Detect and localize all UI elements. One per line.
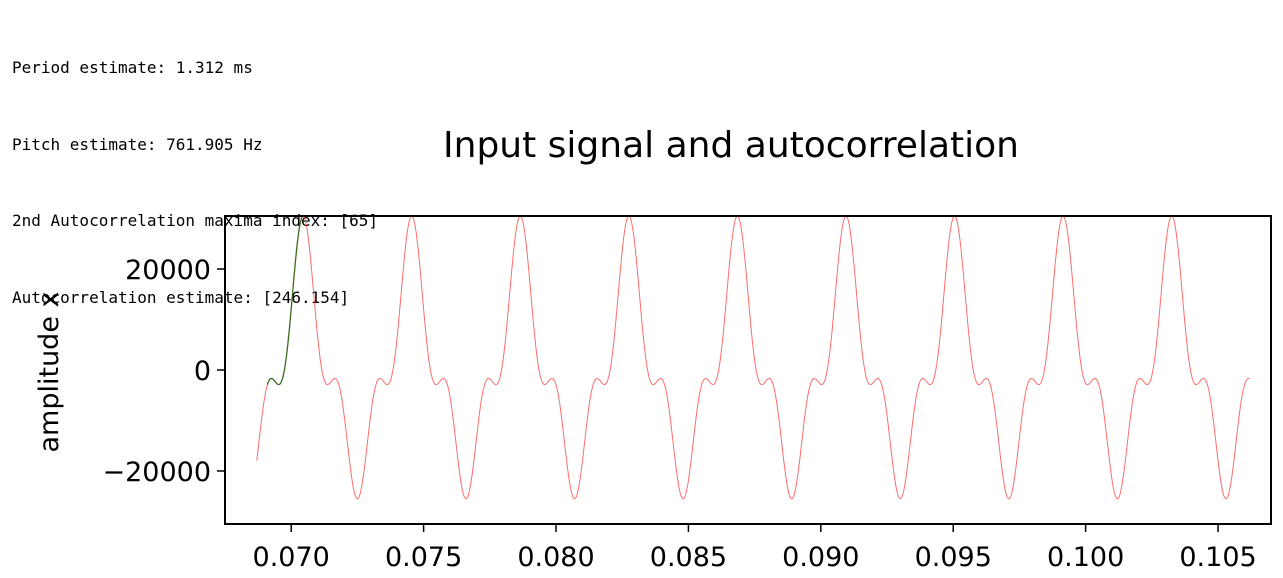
- series-line-autocorrelation-segment: [266, 215, 304, 386]
- pitch-estimate-line: Pitch estimate: 761.905 Hz: [12, 134, 263, 154]
- y-tick-label: −20000: [102, 457, 211, 488]
- x-tick-label: 0.100: [1047, 542, 1124, 573]
- series-line-input-signal: [256, 215, 1251, 500]
- plot-lines: [256, 215, 1251, 500]
- x-tick-label: 0.090: [782, 542, 859, 573]
- autocorrelation-estimate-line: Autocorrelation estimate: [246.154]: [12, 287, 350, 307]
- chart-title: Input signal and autocorrelation: [443, 125, 1019, 166]
- x-tick-label: 0.105: [1179, 542, 1256, 573]
- period-estimate-line: Period estimate: 1.312 ms: [12, 58, 253, 77]
- y-tick-label: 20000: [125, 255, 211, 286]
- x-tick-label: 0.085: [650, 542, 727, 573]
- x-tick-label: 0.070: [253, 542, 330, 573]
- y-axis-label: amplitude x: [34, 291, 65, 452]
- x-tick-label: 0.095: [915, 542, 992, 573]
- x-tick-label: 0.080: [517, 542, 594, 573]
- plot-frame: [224, 215, 1272, 525]
- x-tick-label: 0.075: [385, 542, 462, 573]
- x-axis: 0.070 0.075 0.080 0.085 0.090 0.095 0.100 0.105: [253, 524, 1257, 573]
- y-tick-label: 0: [194, 356, 211, 387]
- y-axis: −20000 0 20000: [102, 255, 225, 488]
